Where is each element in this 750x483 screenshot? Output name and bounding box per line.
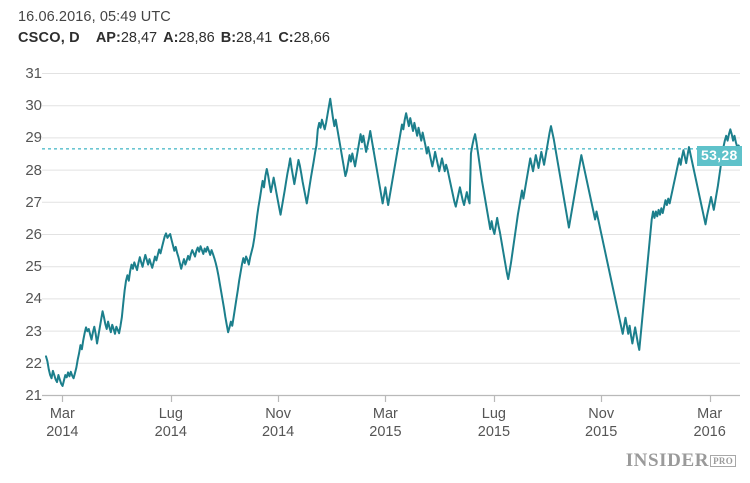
- y-tick-label: 30: [25, 97, 42, 115]
- y-tick-label: 21: [25, 387, 42, 404]
- quote-key: AP:: [95, 30, 121, 46]
- y-tick-label: 24: [25, 290, 42, 308]
- quote-values: AP:28,47 A:28,86 B:28,41 C:28,66: [96, 30, 330, 46]
- x-tick-month: Nov: [265, 406, 292, 422]
- x-tick-label: Mar 2014: [46, 405, 78, 441]
- quote-line: CSCO, D AP:28,47 A:28,86 B:28,41 C:28,66: [18, 29, 718, 48]
- gridlines: [42, 73, 740, 396]
- logo-pro-badge: PRO: [710, 455, 736, 467]
- logo-wordmark: INSIDER: [625, 450, 710, 471]
- x-tick-label: Nov 2015: [585, 405, 617, 441]
- quote-value: 28,66: [293, 30, 330, 46]
- y-tick-label: 29: [25, 129, 42, 147]
- x-tick-month: Mar: [372, 406, 398, 422]
- quote-key: B:: [220, 30, 237, 46]
- x-tick-year: 2015: [585, 424, 618, 440]
- chart-header: 16.06.2016, 05:49 UTC CSCO, D AP:28,47 A:2…: [18, 8, 718, 48]
- x-tick-label: Lug 2015: [478, 405, 510, 441]
- x-tick-label: Nov 2014: [262, 405, 294, 441]
- y-tick-label: 25: [25, 258, 42, 276]
- y-tick-label: 31: [25, 65, 42, 82]
- quote-key: C:: [278, 30, 294, 46]
- timestamp-label: 16.06.2016, 05:49 UTC: [18, 9, 171, 25]
- insider-pro-logo: INSIDER PRO: [626, 451, 736, 471]
- y-tick-label: 22: [25, 354, 42, 372]
- x-tick-year: 2016: [693, 424, 726, 440]
- x-tick-label: Lug 2014: [155, 405, 187, 441]
- x-tick-month: Mar: [49, 406, 75, 422]
- x-tick-year: 2015: [369, 424, 402, 440]
- x-tick-year: 2014: [46, 424, 79, 440]
- y-tick-label: 23: [25, 322, 42, 340]
- price-badge: 53,28: [697, 146, 742, 167]
- x-axis-labels: Mar 2014 Lug 2014 Nov 2014 Mar 2015 Lug 2015 Nov 20…: [0, 405, 750, 455]
- quote-key: A:: [163, 30, 179, 46]
- y-tick-label: 28: [25, 161, 42, 179]
- y-tick-label: 26: [25, 226, 42, 243]
- x-tick-month: Lug: [481, 406, 506, 422]
- x-tick-marks: [61, 395, 712, 402]
- x-tick-year: 2014: [261, 424, 295, 440]
- x-tick-month: Nov: [588, 406, 615, 422]
- y-axis-labels: 21 22 23 24 25 26 27 28 29 30 31: [16, 0, 42, 483]
- quote-value: 28,41: [236, 30, 273, 46]
- price-line: [45, 97, 741, 387]
- x-tick-month: Mar: [697, 406, 723, 422]
- x-tick-label: Mar 2015: [369, 405, 401, 441]
- x-tick-year: 2014: [154, 424, 187, 440]
- quote-value: 28,47: [120, 30, 158, 46]
- x-tick-month: Lug: [158, 406, 183, 422]
- symbol-label: CSCO, D: [18, 30, 80, 46]
- x-tick-label: Mar 2016: [694, 405, 726, 441]
- y-tick-label: 27: [25, 193, 42, 211]
- x-tick-year: 2015: [477, 424, 511, 440]
- quote-value: 28,86: [178, 30, 215, 46]
